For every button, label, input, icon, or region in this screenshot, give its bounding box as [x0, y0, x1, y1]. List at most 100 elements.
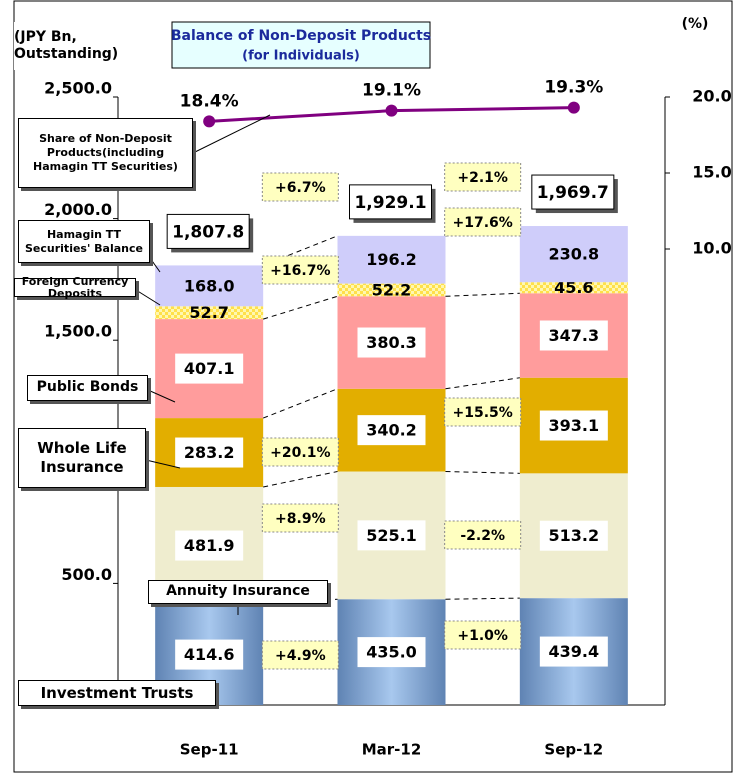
- bar-segment: [519, 226, 628, 283]
- growth-label: +17.6%: [453, 215, 513, 231]
- growth-box: [444, 207, 522, 237]
- share-label: 19.3%: [544, 78, 603, 98]
- growth-box: [261, 640, 339, 670]
- bar-segment: [519, 282, 628, 294]
- total-box: [349, 184, 432, 220]
- series-label: Public Bonds: [27, 375, 148, 401]
- growth-label: +6.7%: [275, 180, 326, 196]
- value-label: 380.3: [366, 333, 417, 352]
- label-pointer: [147, 389, 176, 403]
- value-label: 283.2: [184, 443, 235, 462]
- total-box: [531, 174, 615, 210]
- value-label: 407.1: [184, 359, 235, 378]
- value-label-box: [539, 320, 608, 351]
- y2-tick-label: 20.0: [692, 87, 731, 106]
- connector: [445, 471, 520, 474]
- y-tick-label: 500.0: [61, 565, 112, 584]
- growth-box: [444, 620, 522, 650]
- growth-box: [261, 255, 339, 285]
- value-label-box: [539, 410, 608, 441]
- share-point: [567, 101, 580, 114]
- value-label-box: [175, 530, 244, 561]
- series-label: Investment Trusts: [18, 680, 216, 706]
- y2-tick-label: 10.0: [692, 239, 731, 258]
- value-label-box: [175, 353, 244, 384]
- value-label-box: [357, 327, 426, 358]
- y2-label: (%): [682, 16, 709, 32]
- growth-box: [261, 503, 339, 533]
- x-tick-label: Sep-11: [180, 741, 239, 759]
- value-label-box: [357, 637, 426, 668]
- growth-label: +1.0%: [457, 628, 508, 644]
- y2-tick-label: 15.0: [692, 163, 731, 182]
- bar-segment: [155, 306, 264, 320]
- value-label-box: [357, 415, 426, 446]
- growth-label: +16.7%: [270, 263, 330, 279]
- connector: [445, 292, 520, 297]
- total-label: 1,969.7: [537, 183, 609, 203]
- value-label: 481.9: [184, 536, 235, 555]
- connector: [445, 377, 520, 390]
- title-box: [171, 21, 431, 69]
- value-label: 513.2: [549, 526, 600, 545]
- value-label: 230.8: [549, 245, 600, 264]
- total-label: 1,807.8: [172, 222, 244, 242]
- share-point: [385, 104, 398, 117]
- series-label: Whole Life Insurance: [18, 428, 146, 488]
- value-label: 52.2: [372, 280, 411, 299]
- value-label: 52.7: [189, 303, 228, 322]
- value-label: 414.6: [184, 645, 235, 664]
- label-pointer: [149, 257, 161, 273]
- growth-box: [444, 162, 522, 192]
- series-label: Hamagin TT Securities' Balance: [18, 220, 150, 263]
- growth-box: [261, 172, 339, 202]
- x-tick-label: Mar-12: [362, 741, 422, 759]
- value-label: 435.0: [366, 643, 417, 662]
- bar-segment: [337, 235, 446, 284]
- label-pointer: [192, 114, 271, 154]
- chart-subtitle: (for Individuals): [242, 49, 360, 64]
- chart-title: Balance of Non-Deposit Products: [171, 28, 431, 44]
- growth-label: +20.1%: [270, 445, 330, 461]
- growth-label: +2.1%: [457, 170, 508, 186]
- growth-label: +4.9%: [275, 648, 326, 664]
- y-tick-label: 2,500.0: [44, 79, 112, 98]
- series-label: Share of Non-Deposit Products(including …: [18, 118, 193, 188]
- value-label-box: [175, 437, 244, 468]
- value-label-box: [175, 639, 244, 670]
- total-label: 1,929.1: [354, 193, 426, 213]
- x-tick-label: Sep-12: [544, 741, 603, 759]
- value-label: 168.0: [184, 276, 235, 295]
- value-label: 393.1: [549, 416, 600, 435]
- growth-box: [444, 397, 522, 427]
- label-pointer: [135, 289, 161, 306]
- bar-segment: [337, 283, 446, 297]
- y-tick-label: 2,000.0: [44, 200, 112, 219]
- value-label: 439.4: [549, 642, 600, 661]
- value-label: 196.2: [366, 250, 417, 269]
- y-tick-label: 1,500.0: [44, 322, 112, 341]
- value-label: 347.3: [549, 326, 600, 345]
- y-label: (JPY Bn, Outstanding): [14, 22, 144, 70]
- value-label-box: [357, 520, 426, 551]
- connector: [445, 597, 520, 600]
- value-label: 340.2: [366, 421, 417, 440]
- share-point: [203, 115, 216, 128]
- series-label: Annuity Insurance: [148, 580, 328, 604]
- connector: [263, 295, 338, 320]
- frame: [13, 0, 733, 773]
- value-label-box: [539, 520, 608, 551]
- growth-label: -2.2%: [460, 528, 505, 544]
- share-label: 18.4%: [180, 91, 239, 111]
- growth-box: [444, 520, 522, 550]
- growth-label: +8.9%: [275, 511, 326, 527]
- series-label: Foreign Currency Deposits: [14, 276, 136, 299]
- label-pointer: [145, 459, 181, 469]
- connector: [262, 388, 338, 419]
- value-label: 45.6: [554, 278, 593, 297]
- growth-label: +15.5%: [453, 405, 513, 421]
- share-label: 19.1%: [362, 81, 421, 101]
- bar-segment: [155, 265, 264, 307]
